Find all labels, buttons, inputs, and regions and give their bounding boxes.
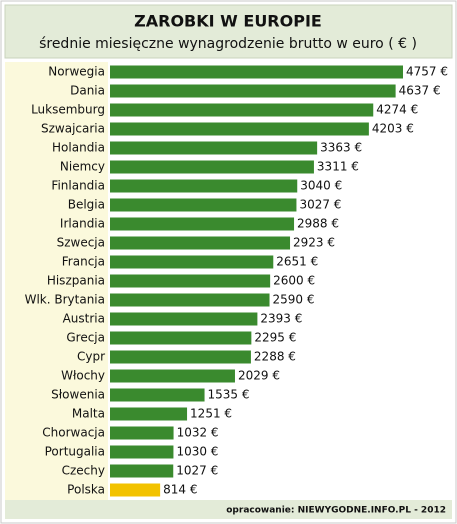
value-label: 3040 € [300, 179, 342, 193]
category-label: Belgia [68, 198, 105, 212]
category-label: Słowenia [51, 388, 105, 402]
category-label: Francja [62, 255, 105, 269]
bar [110, 84, 396, 98]
value-label: 4274 € [376, 103, 418, 117]
category-label: Luksemburg [31, 103, 105, 117]
value-label: 1032 € [177, 426, 219, 440]
label-column [5, 62, 108, 500]
bar [110, 217, 295, 231]
category-label: Cypr [77, 350, 105, 364]
bar [110, 293, 270, 307]
bar [110, 122, 369, 136]
chart-subtitle: średnie miesięczne wynagrodzenie brutto … [39, 36, 417, 52]
category-label: Grecja [66, 331, 105, 345]
bar [110, 312, 258, 326]
category-label: Włochy [61, 369, 105, 383]
bar [110, 160, 314, 174]
category-label: Finlandia [51, 179, 105, 193]
value-label: 1251 € [190, 407, 232, 421]
bar [110, 331, 252, 345]
value-label: 3311 € [317, 160, 359, 174]
category-label: Irlandia [60, 217, 105, 231]
bar [110, 236, 291, 250]
category-label: Austria [63, 312, 105, 326]
value-label: 3027 € [299, 198, 341, 212]
value-label: 2651 € [276, 255, 318, 269]
bar [110, 179, 298, 193]
bar [110, 369, 235, 383]
category-label: Niemcy [60, 160, 105, 174]
category-label: Chorwacja [42, 426, 105, 440]
title-box [4, 4, 453, 59]
value-label: 2288 € [254, 350, 296, 364]
footer-box [5, 500, 452, 519]
bar [110, 388, 205, 402]
category-label: Norwegia [48, 65, 105, 79]
bar [110, 198, 297, 212]
value-label: 3363 € [320, 141, 362, 155]
bar [110, 350, 251, 364]
value-label: 2923 € [293, 236, 335, 250]
category-label: Hiszpania [47, 274, 105, 288]
category-label: Dania [70, 84, 105, 98]
bar [110, 141, 318, 155]
category-label: Portugalia [45, 445, 105, 459]
category-label: Szwecja [57, 236, 105, 250]
bar [110, 65, 403, 79]
value-label: 1030 € [176, 445, 218, 459]
value-label: 2988 € [297, 217, 339, 231]
value-label: 4637 € [399, 84, 441, 98]
category-label: Szwajcaria [41, 122, 105, 136]
value-label: 1535 € [208, 388, 250, 402]
value-label: 2600 € [273, 274, 315, 288]
category-label: Czechy [62, 464, 105, 478]
category-label: Malta [72, 407, 105, 421]
value-label: 4203 € [372, 122, 414, 136]
bar [110, 445, 174, 459]
value-label: 4757 € [406, 65, 448, 79]
value-label: 2029 € [238, 369, 280, 383]
value-label: 814 € [163, 483, 197, 497]
bar [110, 103, 374, 117]
chart-title: ZAROBKI W EUROPIE [134, 12, 322, 31]
bar [110, 407, 188, 421]
value-label: 1027 € [176, 464, 218, 478]
category-label: Wlk. Brytania [25, 293, 105, 307]
source: opracowanie: NIEWYGODNE.INFO.PL - 2012 [226, 506, 446, 516]
value-label: 2590 € [273, 293, 315, 307]
bar [110, 274, 271, 288]
category-label: Polska [67, 483, 105, 497]
bar [110, 426, 174, 440]
category-label: Holandia [52, 141, 105, 155]
bar [110, 255, 274, 269]
bar [110, 464, 174, 478]
value-label: 2295 € [254, 331, 296, 345]
value-label: 2393 € [260, 312, 302, 326]
bar [110, 483, 161, 497]
